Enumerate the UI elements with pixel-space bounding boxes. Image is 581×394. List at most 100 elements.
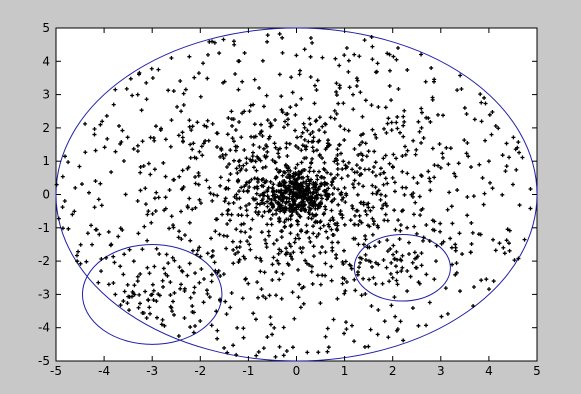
data-point [337,83,342,88]
data-point [479,100,484,105]
data-point [277,183,282,188]
data-point [306,183,311,188]
data-point [308,132,313,137]
data-point [387,279,392,284]
data-point [359,220,364,225]
data-point [381,258,386,263]
data-point [351,107,356,112]
data-point [358,90,363,95]
data-point [255,186,260,191]
data-point [342,185,347,190]
data-point [268,121,273,126]
data-point [332,222,337,227]
data-point [420,206,425,211]
x-tick-label: -2 [194,364,206,378]
data-point [63,154,68,159]
data-point [284,145,289,150]
data-point [458,73,463,78]
data-point [479,278,484,283]
data-point [384,203,389,208]
data-point [239,185,244,190]
data-point [233,128,238,133]
data-point [267,208,272,213]
data-point [222,199,227,204]
data-point [186,165,191,170]
data-point [238,168,243,173]
data-point [330,248,335,253]
data-point [283,201,288,206]
data-point [116,234,121,239]
data-point [279,229,284,234]
data-point [204,124,209,129]
data-point [383,153,388,158]
data-point [410,306,415,311]
data-point [200,153,205,158]
data-point [266,136,271,141]
data-point [487,112,492,117]
data-point [466,154,471,159]
data-point [436,163,441,168]
data-point [331,317,336,322]
data-point [335,228,340,233]
data-point [369,35,374,40]
data-point [171,299,176,304]
data-point [280,173,285,178]
data-point [215,193,220,198]
data-point [195,248,200,253]
data-point [291,208,296,213]
data-point [478,232,483,237]
data-point [275,207,280,212]
data-point [437,141,442,146]
data-point [125,282,130,287]
data-point [355,208,360,213]
data-point [352,178,357,183]
data-point [334,93,339,98]
data-point [236,260,241,265]
data-point [284,186,289,191]
data-point [352,339,357,344]
data-point [193,181,198,186]
data-point [277,216,282,221]
data-point [370,232,375,237]
data-point [316,139,321,144]
data-point [311,214,316,219]
data-point [253,317,258,322]
data-point [394,156,399,161]
data-point [364,154,369,159]
data-point [305,128,310,133]
data-point [240,111,245,116]
data-point [311,182,316,187]
data-point [314,190,319,195]
data-point [370,44,375,49]
data-point [417,194,422,199]
data-point [196,171,201,176]
data-point [332,186,337,191]
data-point [187,124,192,129]
data-point [367,224,372,229]
data-point [320,273,325,278]
data-point [96,197,101,202]
data-point [209,254,214,259]
data-point [316,187,321,192]
data-point [462,138,467,143]
data-point [215,336,220,341]
data-point [395,126,400,131]
data-point [438,221,443,226]
data-point [201,300,206,305]
data-point [243,276,248,281]
data-point [152,264,157,269]
data-point [419,125,424,130]
data-point [414,231,419,236]
data-point [376,307,381,312]
data-point [244,161,249,166]
data-point [125,135,130,140]
data-point [257,131,262,136]
data-point [144,80,149,85]
data-point [219,146,224,151]
data-point [312,195,317,200]
data-point [333,56,338,61]
data-point [185,273,190,278]
data-point [455,188,460,193]
data-point [277,344,282,349]
data-point [231,247,236,252]
